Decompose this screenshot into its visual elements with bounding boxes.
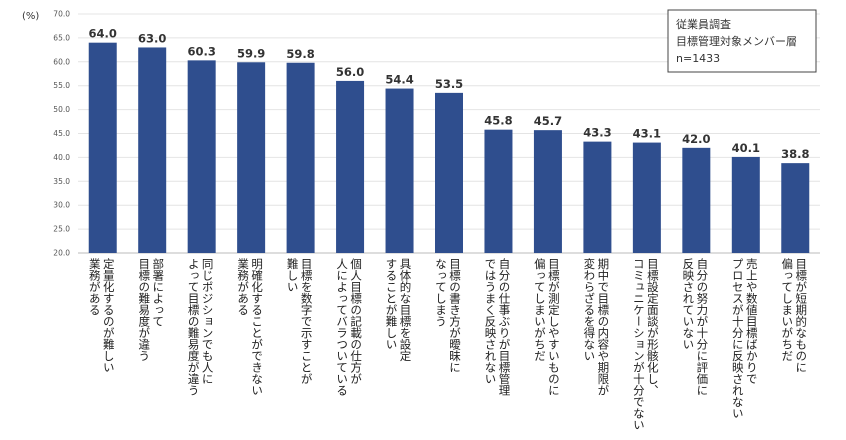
y-tick-label: 45.0 [53, 129, 70, 138]
value-label: 40.1 [732, 141, 760, 155]
category-label: プロセスが十分に反映されない [731, 258, 745, 419]
category-label: 自分の仕事ぶりが目標管理 [497, 258, 511, 396]
category-label: 個人目標の記載の仕方が [349, 258, 363, 385]
value-label: 59.8 [286, 47, 314, 61]
value-label: 53.5 [435, 77, 463, 91]
category-label: 目標の難易度が違う [137, 258, 151, 362]
category-label: することが難しい [385, 258, 399, 350]
bar [632, 142, 661, 253]
value-label: 60.3 [187, 44, 215, 58]
value-label: 64.0 [89, 27, 117, 41]
category-label: 業務がある [88, 258, 102, 316]
y-axis-ticks: 20.0 25.0 30.0 35.0 40.0 45.0 50.0 55.0 60.0 65.0… [53, 10, 70, 258]
y-tick-label: 25.0 [53, 225, 70, 234]
value-label: 43.1 [633, 127, 661, 141]
category-label: なってしまう [434, 258, 448, 327]
y-tick-label: 60.0 [53, 57, 70, 66]
category-label: 定量化するのが難しい [102, 257, 116, 373]
category-label: 具体的な目標を設定 [399, 258, 413, 362]
category-label: 偏ってしまいがちだ [780, 257, 794, 361]
category-label: 自分の努力が十分に評価に [695, 258, 709, 396]
note-line-3: n=1433 [676, 52, 720, 65]
y-tick-label: 55.0 [53, 81, 70, 90]
bar [731, 156, 760, 253]
category-label: 目標が短期的なものに [794, 258, 808, 373]
category-label: 目標が測定しやすいものに [547, 258, 561, 396]
bar [533, 130, 562, 253]
value-label: 43.3 [583, 126, 611, 140]
y-tick-label: 50.0 [53, 105, 70, 114]
category-label: 偏ってしまいがちだ [533, 257, 547, 361]
bar [583, 141, 612, 253]
bar [682, 147, 711, 253]
bar [435, 92, 463, 254]
category-label: 難しい [286, 258, 300, 293]
value-label: 59.9 [237, 46, 265, 60]
category-label: 目標の書き方が曖昧に [448, 258, 462, 373]
category-label: 変わらざるを得ない [582, 257, 596, 361]
category-label: 同じポジションでも人に [201, 258, 215, 385]
category-label: よって目標の難易度が違う [187, 258, 201, 396]
category-label: ではうまく反映されない [483, 258, 497, 385]
category-label: 目標を数字で示すことが [300, 258, 314, 385]
category-label: コミュニケーションが十分でない [632, 258, 646, 431]
category-label: 人によってバラついている [335, 258, 349, 396]
y-tick-label: 40.0 [53, 153, 70, 162]
category-label: 目標設定面談が形骸化し、 [646, 258, 660, 396]
bar [781, 163, 810, 253]
value-labels: 64.0 63.0 60.3 59.9 59.8 56.0 54.4 53.5 45.8 45.7… [89, 27, 810, 161]
category-label: 反映されていない [681, 258, 695, 350]
value-label: 45.7 [534, 114, 562, 128]
category-label: 期中で目標の内容や期限が [596, 258, 610, 396]
bar [237, 62, 266, 253]
y-tick-label: 30.0 [53, 201, 70, 210]
value-label: 54.4 [385, 73, 413, 87]
note-line-1: 従業員調査 [676, 17, 731, 31]
bar [385, 88, 414, 254]
bar [336, 80, 365, 253]
bar [286, 62, 315, 254]
value-label: 45.8 [484, 114, 512, 128]
y-tick-label: 35.0 [53, 177, 70, 186]
note-box-border [667, 9, 817, 73]
category-label: 業務がある [236, 258, 250, 316]
category-label: 売上や数値目標ばかりで [745, 258, 759, 385]
sample-note-box: 従業員調査 目標管理対象メンバー層 n=1433 [667, 9, 817, 73]
y-axis-unit: (%) [22, 11, 39, 22]
bars [88, 42, 810, 254]
y-tick-label: 70.0 [53, 10, 70, 19]
category-label: 部署によって [151, 257, 165, 327]
value-label: 56.0 [336, 65, 364, 79]
value-label: 42.0 [682, 132, 710, 146]
y-tick-label: 65.0 [53, 33, 70, 42]
bar [484, 129, 513, 253]
bar [88, 42, 117, 254]
value-label: 38.8 [781, 147, 809, 161]
note-line-2: 目標管理対象メンバー層 [676, 34, 797, 48]
category-label: 明確化することができない [250, 258, 264, 396]
y-tick-label: 20.0 [53, 249, 70, 258]
bar [187, 60, 216, 254]
value-label: 63.0 [138, 31, 166, 45]
bar [138, 47, 167, 254]
